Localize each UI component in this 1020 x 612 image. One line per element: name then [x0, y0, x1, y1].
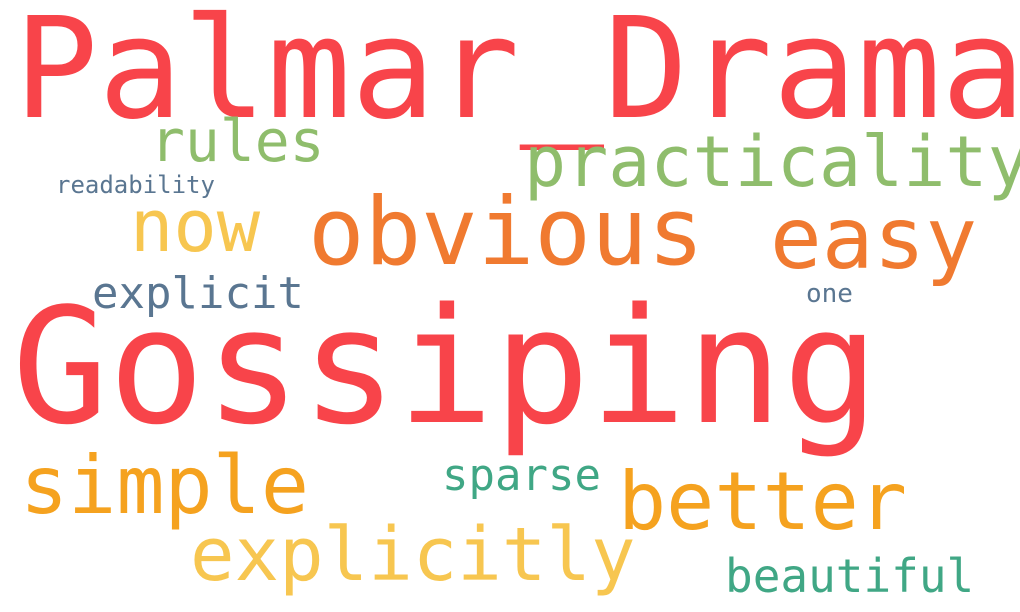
- word-palmar-drama: Palmar_Drama: [14, 0, 1020, 151]
- word-easy: easy: [770, 189, 978, 289]
- word-one: one: [806, 279, 853, 309]
- word-now: now: [130, 184, 261, 268]
- word-explicitly: explicitly: [190, 512, 636, 598]
- word-beautiful: beautiful: [725, 549, 975, 603]
- word-explicit: explicit: [92, 268, 304, 319]
- word-gossiping: Gossiping: [12, 273, 879, 460]
- word-practicality: practicality: [524, 121, 1020, 203]
- word-obvious: obvious: [308, 178, 705, 287]
- word-rules: rules: [150, 107, 325, 175]
- word-readability: readability: [56, 171, 215, 199]
- word-simple: simple: [20, 439, 309, 532]
- word-sparse: sparse: [442, 450, 601, 501]
- word-better: better: [618, 455, 907, 548]
